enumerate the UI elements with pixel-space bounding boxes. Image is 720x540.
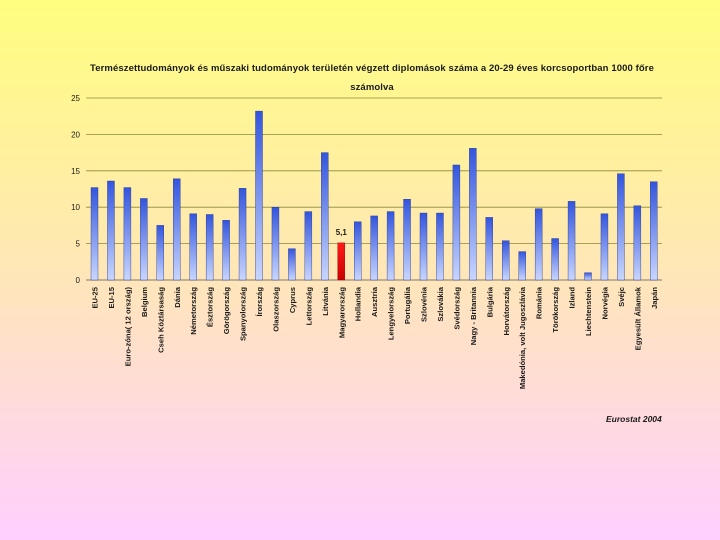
bar xyxy=(123,187,132,281)
bar xyxy=(90,187,99,281)
bar xyxy=(469,148,477,281)
x-tick-label: Makedónia, volt Jugoszlávia xyxy=(518,286,527,389)
bar xyxy=(156,225,165,281)
bar xyxy=(255,110,263,281)
x-tick-label: Svédország xyxy=(452,287,461,330)
chart-title-continuation: számolva xyxy=(350,82,394,93)
annotations: 5,1 xyxy=(336,228,348,237)
bar xyxy=(354,221,362,281)
bar xyxy=(518,251,526,281)
x-tick-label: Hollandia xyxy=(354,286,363,321)
x-tick-label: Norvégia xyxy=(600,286,609,319)
bar xyxy=(337,242,345,281)
x-tick-label: Románia xyxy=(535,286,544,319)
x-tick-label: Görögország xyxy=(222,287,231,335)
x-tick-label: Spanyolország xyxy=(239,287,248,341)
x-tick-label: Svéjc xyxy=(617,287,626,307)
bar xyxy=(485,217,493,281)
x-tick-label: Lengyelország xyxy=(387,287,396,341)
y-tick-label: 20 xyxy=(71,130,80,139)
bar xyxy=(633,205,642,281)
bar xyxy=(502,240,510,281)
x-tick-label: Litvánia xyxy=(321,286,330,315)
x-tick-label: Portugália xyxy=(403,286,412,324)
bar xyxy=(452,164,461,281)
x-tick-label: Írország xyxy=(255,287,264,317)
x-tick-label: Belgium xyxy=(140,287,149,317)
bar xyxy=(321,152,329,281)
bar xyxy=(567,201,576,281)
bar xyxy=(419,212,428,281)
x-tick-label: Nagy - Britannia xyxy=(469,286,478,345)
bar xyxy=(600,213,609,281)
bar xyxy=(584,272,592,281)
x-tick-label: Egyesült Államok xyxy=(633,286,642,350)
bar xyxy=(650,181,658,281)
x-axis-labels: EU-25 EU-15 Euro-zóna( 12 ország) Belgium Cs… xyxy=(91,286,659,389)
bar xyxy=(189,213,197,281)
bar xyxy=(288,248,296,281)
bar xyxy=(617,173,625,281)
x-tick-label: EU-15 xyxy=(107,286,116,308)
x-tick-label: Németország xyxy=(189,287,198,335)
x-tick-label: Liechtenstein xyxy=(584,287,593,336)
chart-title: Természettudományok és műszaki tudományo… xyxy=(90,63,654,74)
x-tick-label: Horvátország xyxy=(502,287,511,336)
x-tick-label: Dánia xyxy=(173,286,182,307)
x-tick-label: Olaszország xyxy=(271,287,280,332)
x-tick-label: Japán xyxy=(650,287,659,309)
data-label: 5,1 xyxy=(336,228,348,237)
bar xyxy=(370,215,378,281)
x-tick-label: Magyarország xyxy=(337,287,346,338)
bar xyxy=(551,238,559,281)
bar xyxy=(436,212,444,281)
bar xyxy=(403,198,411,281)
x-tick-label: Ausztria xyxy=(370,286,379,317)
bars xyxy=(90,110,658,281)
x-tick-label: Szlovákia xyxy=(436,286,445,321)
y-tick-label: 15 xyxy=(71,167,80,176)
bar xyxy=(205,214,214,281)
bar xyxy=(140,198,148,281)
y-tick-label: 10 xyxy=(71,203,80,212)
bar xyxy=(107,180,115,281)
x-tick-label: Cseh Köztársaság xyxy=(156,287,165,353)
x-tick-label: Észtország xyxy=(206,287,215,327)
x-tick-label: Euro-zóna( 12 ország) xyxy=(123,287,132,367)
y-tick-label: 0 xyxy=(76,276,81,285)
x-tick-label: Lettország xyxy=(304,287,313,326)
bar xyxy=(304,211,313,281)
x-tick-label: Szlovénia xyxy=(420,286,429,322)
x-tick-label: Törökország xyxy=(551,287,560,333)
x-tick-label: Cyprus xyxy=(288,287,297,313)
y-tick-label: 25 xyxy=(71,94,80,103)
y-tick-label: 5 xyxy=(76,240,81,249)
bar xyxy=(238,188,247,281)
bar xyxy=(386,211,395,281)
bar xyxy=(173,178,181,281)
x-tick-label: Bulgária xyxy=(485,286,494,317)
bar xyxy=(271,206,280,281)
y-axis-ticks: 0 5 10 15 20 25 xyxy=(71,94,80,285)
bar xyxy=(534,208,543,281)
x-tick-label: EU-25 xyxy=(91,286,100,308)
bar xyxy=(222,220,230,281)
source-label: Eurostat 2004 xyxy=(606,414,662,424)
x-tick-label: Izland xyxy=(568,287,577,309)
